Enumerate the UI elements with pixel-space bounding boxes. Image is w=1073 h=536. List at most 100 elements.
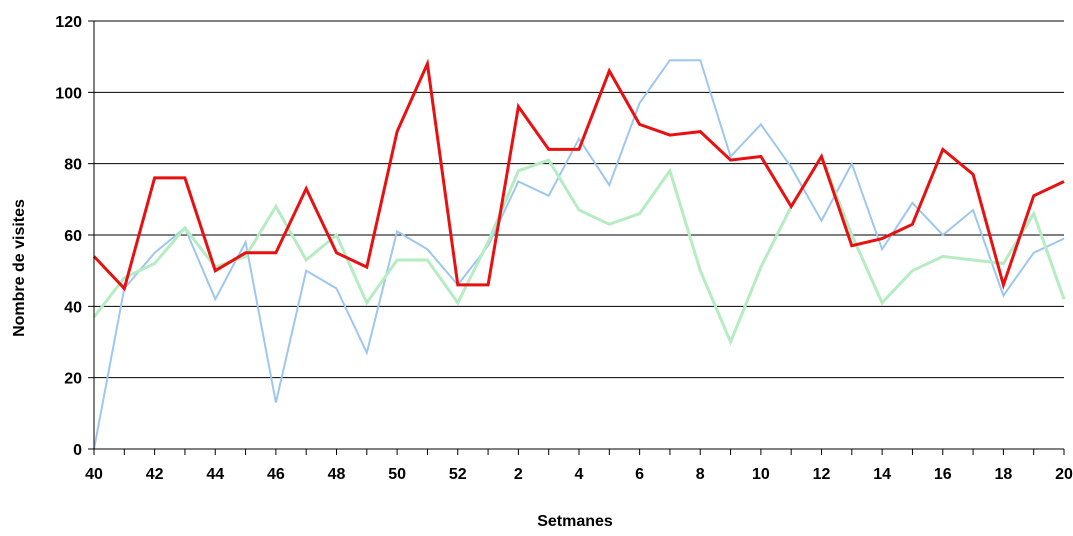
data-point bbox=[366, 302, 368, 304]
data-point bbox=[154, 263, 156, 265]
data-point bbox=[942, 148, 944, 150]
data-point bbox=[366, 266, 368, 268]
x-tick-label-44: 44 bbox=[206, 466, 224, 483]
data-point bbox=[245, 241, 247, 243]
data-point bbox=[426, 248, 428, 250]
data-point bbox=[760, 123, 762, 125]
data-point bbox=[1002, 295, 1004, 297]
x-tick-label-46: 46 bbox=[267, 466, 285, 483]
data-point bbox=[154, 177, 156, 179]
data-point bbox=[1033, 195, 1035, 197]
data-point bbox=[517, 106, 519, 108]
data-point bbox=[881, 302, 883, 304]
data-point bbox=[669, 170, 671, 172]
data-point bbox=[336, 252, 338, 254]
data-point bbox=[669, 59, 671, 61]
data-point bbox=[881, 238, 883, 240]
data-point bbox=[1063, 298, 1065, 300]
data-point bbox=[730, 156, 732, 158]
data-point bbox=[608, 70, 610, 72]
data-point bbox=[1063, 181, 1065, 183]
x-tick-label-52: 52 bbox=[449, 466, 467, 483]
data-point bbox=[911, 223, 913, 225]
data-point bbox=[790, 166, 792, 168]
data-point bbox=[578, 148, 580, 150]
series-line-3 bbox=[92, 58, 1065, 292]
data-point bbox=[972, 209, 974, 211]
data-point bbox=[184, 177, 186, 179]
data-point bbox=[305, 188, 307, 190]
data-point bbox=[699, 131, 701, 133]
x-tick-label-4: 4 bbox=[575, 466, 584, 483]
data-point bbox=[123, 288, 125, 290]
data-point bbox=[730, 159, 732, 161]
grid-layer bbox=[94, 20, 1064, 379]
x-tick-label-18: 18 bbox=[994, 466, 1012, 483]
data-point bbox=[578, 209, 580, 211]
data-point bbox=[245, 252, 247, 254]
data-point bbox=[972, 259, 974, 261]
data-point bbox=[275, 205, 277, 207]
data-point bbox=[1002, 263, 1004, 265]
y-tick-label-0: 0 bbox=[73, 442, 82, 459]
x-tick-label-2: 2 bbox=[514, 466, 523, 483]
series-points-2 bbox=[93, 156, 1065, 343]
data-point bbox=[911, 270, 913, 272]
x-tick-label-6: 6 bbox=[635, 466, 644, 483]
data-point bbox=[911, 202, 913, 204]
x-tick-label-42: 42 bbox=[146, 466, 164, 483]
data-point bbox=[336, 288, 338, 290]
data-point bbox=[426, 259, 428, 261]
data-point bbox=[881, 248, 883, 250]
data-point bbox=[487, 241, 489, 243]
data-point bbox=[760, 266, 762, 268]
data-point bbox=[851, 163, 853, 165]
data-point bbox=[123, 277, 125, 279]
data-point bbox=[1002, 284, 1004, 286]
data-point bbox=[821, 220, 823, 222]
data-point bbox=[1033, 213, 1035, 215]
data-point bbox=[608, 184, 610, 186]
y-tick-label-80: 80 bbox=[64, 157, 82, 174]
data-point bbox=[1063, 238, 1065, 240]
data-point bbox=[275, 402, 277, 404]
data-point bbox=[639, 123, 641, 125]
data-point bbox=[305, 270, 307, 272]
x-tick-label-12: 12 bbox=[813, 466, 831, 483]
y-tick-label-100: 100 bbox=[55, 85, 82, 102]
y-tick-label-120: 120 bbox=[55, 14, 82, 31]
data-point bbox=[548, 148, 550, 150]
data-point bbox=[426, 63, 428, 65]
data-point bbox=[639, 213, 641, 215]
x-tick-label-16: 16 bbox=[934, 466, 952, 483]
data-point bbox=[457, 284, 459, 286]
data-point bbox=[760, 156, 762, 158]
x-tick-label-48: 48 bbox=[328, 466, 346, 483]
data-point bbox=[548, 159, 550, 161]
data-point bbox=[214, 298, 216, 300]
data-point bbox=[487, 284, 489, 286]
data-point bbox=[790, 205, 792, 207]
series-line-2 bbox=[92, 153, 1066, 346]
data-point bbox=[578, 138, 580, 140]
x-tick-label-8: 8 bbox=[696, 466, 705, 483]
data-point bbox=[154, 252, 156, 254]
data-point bbox=[366, 352, 368, 354]
data-point bbox=[396, 230, 398, 232]
data-point bbox=[972, 173, 974, 175]
data-point bbox=[669, 134, 671, 136]
data-point bbox=[396, 259, 398, 261]
data-point bbox=[942, 255, 944, 257]
data-point bbox=[457, 302, 459, 304]
data-point bbox=[851, 245, 853, 247]
data-point bbox=[821, 156, 823, 158]
y-tick-label-60: 60 bbox=[64, 228, 82, 245]
x-tick-label-50: 50 bbox=[388, 466, 406, 483]
data-point bbox=[184, 227, 186, 229]
y-tick-label-40: 40 bbox=[64, 299, 82, 316]
data-point bbox=[851, 234, 853, 236]
data-point bbox=[336, 234, 338, 236]
data-point bbox=[1033, 252, 1035, 254]
